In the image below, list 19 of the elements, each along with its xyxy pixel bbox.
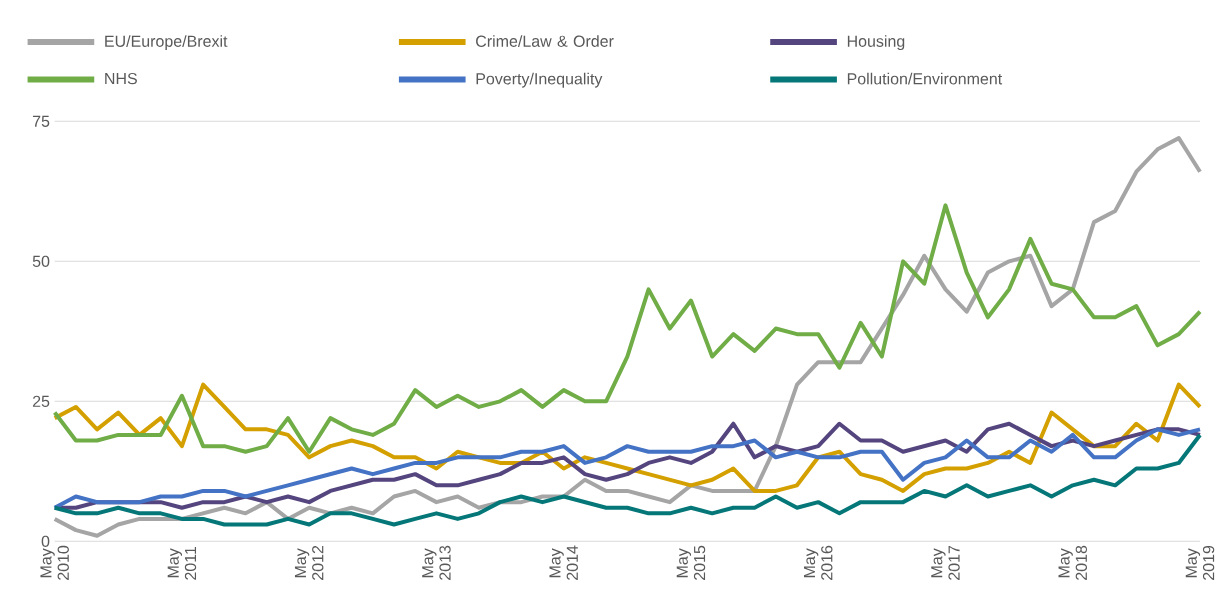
x-tick-label: May 2017	[931, 545, 960, 580]
legend-label: Housing	[847, 35, 905, 51]
x-tick-label: May 2011	[167, 546, 197, 580]
x-tick-label: May 2013	[422, 545, 451, 580]
legend-label: Poverty/Inequality	[476, 72, 603, 88]
y-tick-label: 0	[41, 535, 50, 547]
legend-label: Crime/Law & Order	[476, 35, 614, 47]
legend-label: NHS	[105, 72, 137, 85]
x-tick-label: May 2015	[676, 545, 706, 580]
x-tick-label: May 2014	[549, 545, 578, 580]
x-tick-label: May 2016	[803, 545, 833, 580]
x-tick-label: May 2018	[1058, 545, 1087, 580]
y-tick-label: 50	[32, 255, 50, 267]
y-tick-label: 75	[32, 115, 50, 127]
x-tick-label: May 2019	[1185, 545, 1215, 580]
y-tick-label: 25	[32, 395, 50, 407]
legend-label: EU/Europe/Brexit	[105, 35, 228, 51]
x-tick-label: May 2012	[294, 545, 324, 580]
legend-label: Pollution/Environment	[847, 72, 1003, 85]
